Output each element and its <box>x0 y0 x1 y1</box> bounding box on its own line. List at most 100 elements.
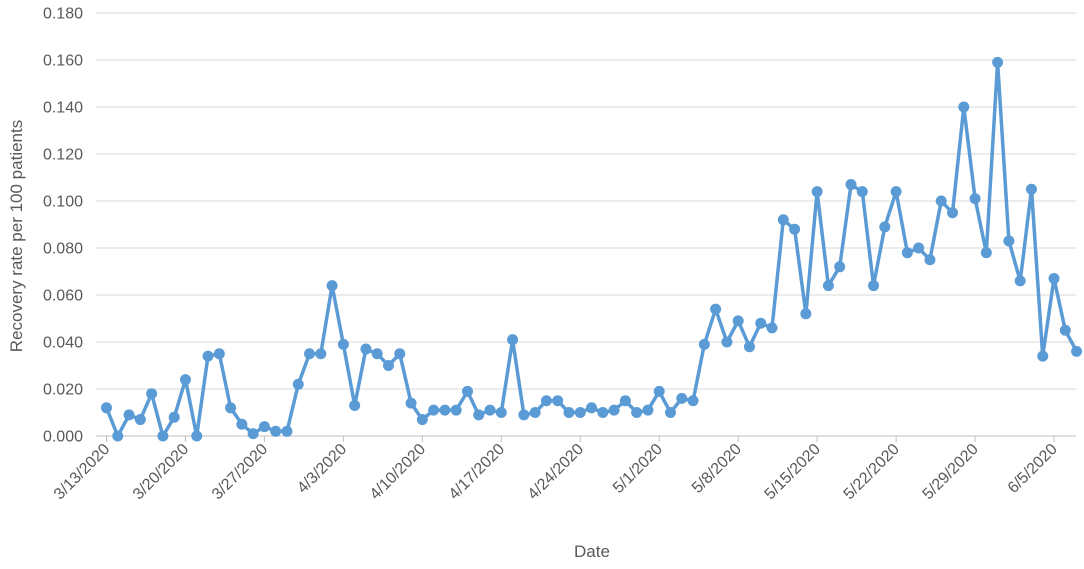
data-point <box>845 179 857 191</box>
data-point <box>304 348 316 360</box>
data-point <box>315 348 327 360</box>
data-point <box>901 247 913 259</box>
data-point <box>1003 235 1015 247</box>
data-point <box>484 404 496 416</box>
x-tick-label: 6/5/2020 <box>1005 441 1061 497</box>
data-point <box>879 221 891 233</box>
data-point <box>619 395 631 407</box>
data-point <box>258 421 270 433</box>
data-point <box>337 338 349 350</box>
x-tick-label: 4/10/2020 <box>367 441 429 503</box>
data-point <box>326 280 338 292</box>
data-point <box>586 402 598 414</box>
x-tick-label: 4/24/2020 <box>525 441 587 503</box>
y-tick-label: 0.080 <box>43 241 83 258</box>
data-point <box>552 395 564 407</box>
y-tick-label: 0.180 <box>43 6 83 23</box>
data-point <box>980 247 992 259</box>
data-point <box>1014 275 1026 287</box>
data-point <box>710 303 722 315</box>
x-tick-label: 5/15/2020 <box>762 441 824 503</box>
data-point <box>360 343 372 355</box>
data-point <box>202 350 214 362</box>
data-point <box>800 308 812 320</box>
data-point <box>495 407 507 418</box>
data-point <box>540 395 552 407</box>
data-point <box>642 404 654 416</box>
data-point <box>146 388 158 400</box>
x-tick-label: 5/22/2020 <box>841 441 903 503</box>
data-point <box>405 397 417 409</box>
data-point <box>168 411 180 423</box>
data-point <box>811 186 823 198</box>
data-point <box>101 402 112 414</box>
data-point <box>924 254 936 266</box>
data-point <box>890 186 902 198</box>
data-point <box>247 428 259 440</box>
data-point <box>992 56 1004 68</box>
data-point <box>969 193 981 205</box>
data-point <box>574 407 586 418</box>
data-point <box>563 407 575 418</box>
data-point <box>698 338 710 350</box>
data-point <box>935 195 947 207</box>
y-axis-ticks: 0.000 0.020 0.040 0.060 0.080 0.100 0.120 0.140… <box>43 6 83 446</box>
data-point <box>755 317 767 329</box>
y-tick-label: 0.040 <box>43 335 83 352</box>
data-point <box>179 374 191 386</box>
y-tick-label: 0.000 <box>43 429 83 446</box>
data-point <box>834 261 846 273</box>
data-point <box>721 336 733 348</box>
x-axis: 3/13/2020 3/20/2020 3/27/2020 4/3/2020 4/10/… <box>51 436 1061 503</box>
data-point <box>134 414 146 426</box>
data-point <box>1025 183 1037 195</box>
gridlines <box>96 12 1076 437</box>
data-point <box>1059 324 1071 336</box>
data-point <box>507 334 519 346</box>
y-tick-label: 0.120 <box>43 147 83 164</box>
data-point <box>856 186 868 198</box>
x-tick-label: 5/29/2020 <box>920 441 982 503</box>
data-point <box>1037 350 1049 362</box>
x-tick-label: 4/3/2020 <box>294 441 350 497</box>
x-tick-label: 3/27/2020 <box>209 441 271 503</box>
data-point <box>653 385 665 397</box>
data-point <box>191 430 203 442</box>
y-tick-label: 0.020 <box>43 382 83 399</box>
x-tick-label: 5/1/2020 <box>610 441 666 497</box>
x-tick-label: 3/20/2020 <box>130 441 192 503</box>
data-point <box>281 425 293 437</box>
data-point <box>665 407 676 418</box>
x-tick-label: 3/13/2020 <box>51 441 113 503</box>
data-point <box>349 399 361 411</box>
data-point <box>270 425 282 437</box>
data-point <box>157 430 169 442</box>
y-tick-label: 0.060 <box>43 288 83 305</box>
x-tick-label: 5/8/2020 <box>689 441 745 497</box>
data-point <box>439 404 451 416</box>
data-point <box>428 404 440 416</box>
data-point <box>225 402 237 414</box>
series-group <box>101 56 1083 442</box>
series-line <box>104 60 1079 438</box>
y-axis-title: Recovery rate per 100 patients <box>7 120 26 352</box>
data-point <box>631 407 643 418</box>
x-tick-label: 4/17/2020 <box>446 441 508 503</box>
data-point <box>236 418 248 430</box>
data-point <box>112 430 124 442</box>
data-point <box>766 322 778 334</box>
data-point <box>518 409 530 421</box>
y-tick-label: 0.100 <box>43 194 83 211</box>
data-point <box>958 101 970 113</box>
data-point <box>394 348 406 360</box>
data-point <box>597 407 609 418</box>
data-point <box>123 409 135 421</box>
data-point <box>868 280 880 292</box>
data-point <box>383 360 394 371</box>
data-point <box>213 348 225 360</box>
data-point <box>371 348 383 360</box>
data-point <box>732 315 744 327</box>
y-tick-label: 0.160 <box>43 53 83 70</box>
